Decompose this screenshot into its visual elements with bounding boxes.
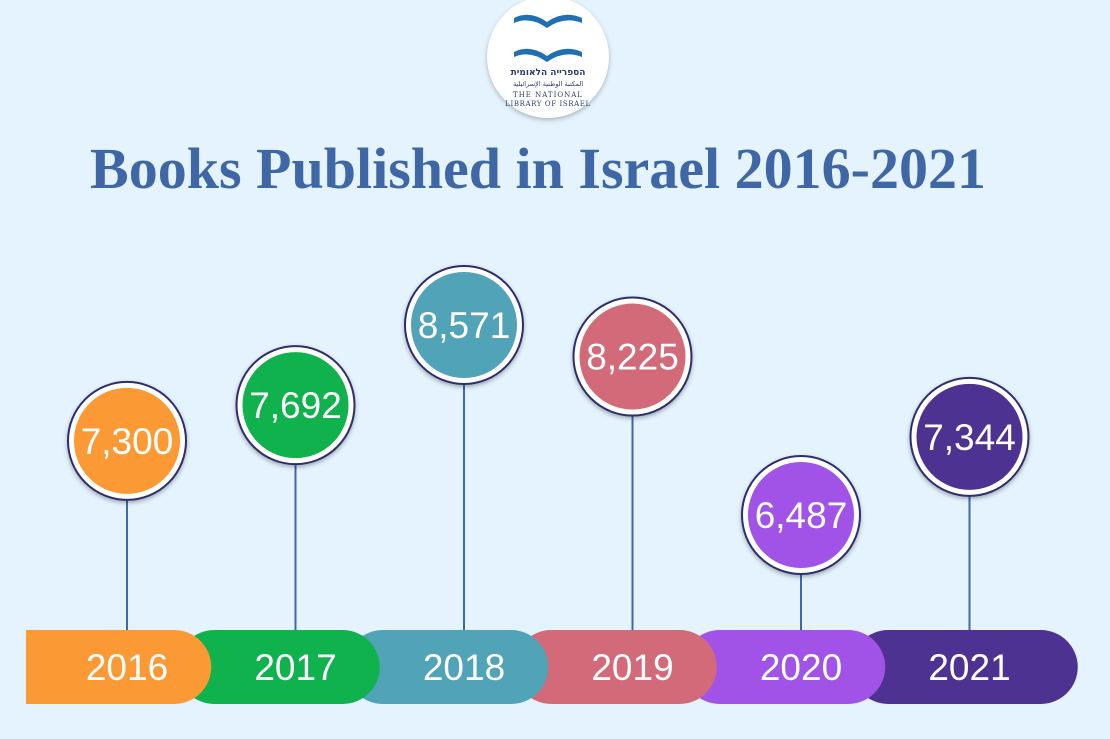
timeline-segment-2021 <box>851 630 1078 704</box>
value-circle-fill <box>579 303 686 410</box>
value-marker-2019 <box>572 296 693 417</box>
chart-title: Books Published in Israel 2016-2021 <box>90 136 986 201</box>
value-label-2017: 7,692 <box>249 385 342 426</box>
value-marker-2018 <box>404 265 524 385</box>
value-label-2020: 6,487 <box>755 495 848 536</box>
timeline-segment-fill <box>682 630 886 704</box>
timeline-segment-2016 <box>26 630 212 704</box>
value-marker-2016 <box>67 380 187 501</box>
timeline-segment-edge <box>26 630 100 704</box>
timeline-segment-2017 <box>177 630 380 704</box>
logo-arabic-text: المكتبة الوطنية الإسرائيلية <box>512 80 584 88</box>
logo-english-line2: LIBRARY OF ISRAEL <box>505 100 591 108</box>
logo-hebrew-text: הספרייה הלאומית <box>510 68 586 78</box>
timeline-segment-fill <box>514 630 717 704</box>
year-label-2021: 2021 <box>928 647 1010 688</box>
year-label-2020: 2020 <box>760 647 842 688</box>
timeline-segment-2019 <box>514 630 717 704</box>
value-circle-fill <box>916 383 1023 490</box>
value-label-2021: 7,344 <box>923 417 1016 458</box>
value-circle-fill <box>411 272 517 378</box>
open-book-icon <box>514 14 582 62</box>
value-marker-2021 <box>909 376 1030 497</box>
timeline-segment-fill <box>851 630 1078 704</box>
year-label-2018: 2018 <box>423 647 505 688</box>
timeline-segment-2018 <box>345 630 549 704</box>
value-marker-2017 <box>235 345 356 466</box>
value-label-2018: 8,571 <box>418 305 511 346</box>
value-label-2016: 7,300 <box>81 421 174 462</box>
year-label-2016: 2016 <box>86 647 168 688</box>
value-label-2019: 8,225 <box>586 337 679 378</box>
value-circle-fill <box>748 462 854 568</box>
national-library-logo: הספרייה הלאומית المكتبة الوطنية الإسرائي… <box>487 0 609 118</box>
value-circle-fill <box>242 352 349 459</box>
timeline-segment-fill <box>177 630 380 704</box>
logo-english-line1: THE NATIONAL <box>513 91 583 99</box>
timeline-segment-2020 <box>682 630 886 704</box>
value-marker-2020 <box>741 455 861 575</box>
timeline-segment-fill <box>345 630 549 704</box>
year-label-2017: 2017 <box>254 647 336 688</box>
value-circle-fill <box>74 387 180 494</box>
year-label-2019: 2019 <box>591 647 673 688</box>
